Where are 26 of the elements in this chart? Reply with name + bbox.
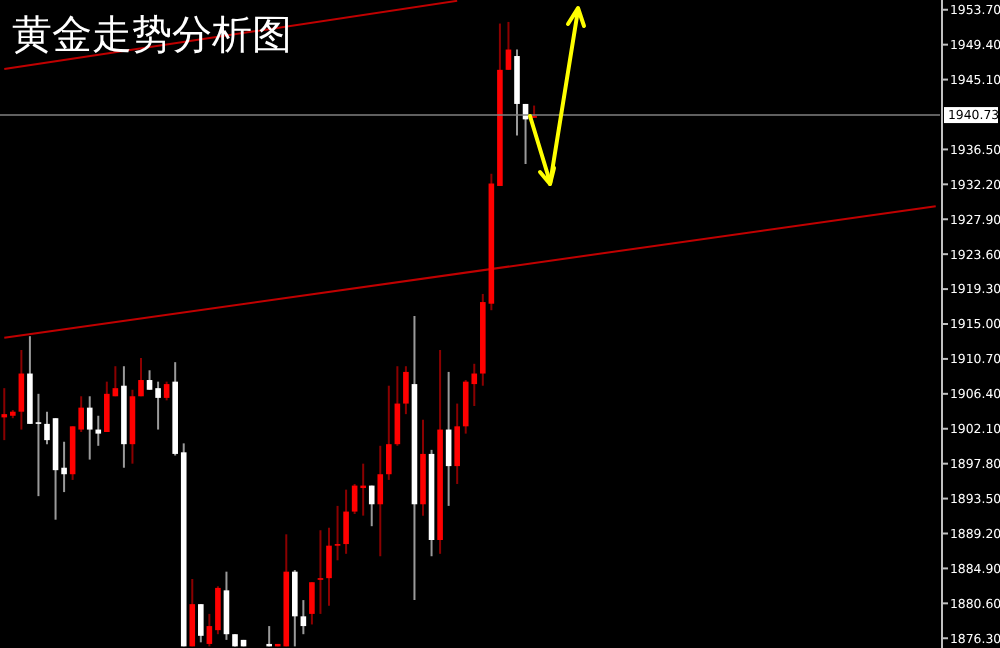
candlestick bbox=[454, 402, 460, 485]
candlestick bbox=[317, 529, 324, 615]
candlestick bbox=[138, 357, 144, 398]
candlestick bbox=[146, 369, 153, 391]
candlestick bbox=[129, 388, 136, 465]
candlestick bbox=[292, 569, 298, 648]
candlestick bbox=[334, 504, 341, 562]
candlestick bbox=[86, 395, 93, 461]
candlestick bbox=[189, 577, 196, 648]
candlestick bbox=[1, 387, 8, 442]
candlestick bbox=[300, 599, 307, 636]
candlestick bbox=[343, 488, 349, 555]
candlestick bbox=[155, 380, 161, 431]
candlestick bbox=[377, 444, 384, 558]
candlestick bbox=[163, 380, 170, 402]
candlestick bbox=[215, 585, 221, 636]
candlestick bbox=[368, 484, 375, 528]
candlestick bbox=[198, 603, 204, 644]
candlestick bbox=[403, 365, 409, 416]
candlestick bbox=[386, 384, 392, 481]
candlestick bbox=[514, 48, 520, 137]
candlestick bbox=[309, 581, 315, 626]
candlestick bbox=[95, 414, 102, 447]
candlestick bbox=[326, 526, 332, 607]
candlestick bbox=[462, 379, 469, 435]
candlestick bbox=[104, 380, 110, 433]
